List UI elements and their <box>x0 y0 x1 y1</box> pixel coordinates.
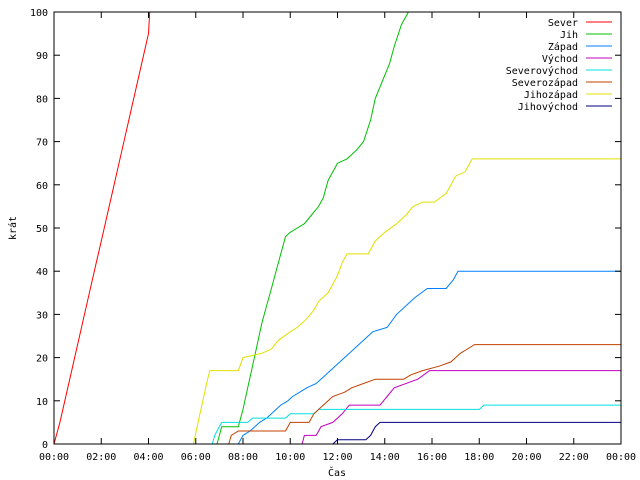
x-tick-label: 22:00 <box>559 452 589 463</box>
legend: SeverJihZápadVýchodSeverovýchodSeverozáp… <box>506 18 612 113</box>
x-tick-label: 00:00 <box>39 452 69 463</box>
y-tick-label: 10 <box>36 397 48 408</box>
x-tick-label: 16:00 <box>417 452 447 463</box>
y-tick-label: 0 <box>42 440 48 451</box>
x-tick-label: 00:00 <box>606 452 636 463</box>
y-tick-label: 80 <box>36 94 48 105</box>
x-tick-label: 04:00 <box>133 452 163 463</box>
series-line-6 <box>54 344 621 445</box>
legend-label: Jihovýchod <box>518 101 578 113</box>
x-tick-label: 14:00 <box>370 452 400 463</box>
legend-label: Sever <box>548 18 578 29</box>
y-tick-label: 70 <box>36 138 48 149</box>
y-tick-label: 50 <box>36 224 48 235</box>
legend-label: Jihozápad <box>524 89 578 101</box>
legend-label: Severozápad <box>512 77 578 89</box>
y-tick-label: 40 <box>36 267 48 278</box>
y-tick-label: 60 <box>36 181 48 192</box>
y-tick-label: 30 <box>36 310 48 321</box>
x-tick-label: 20:00 <box>511 452 541 463</box>
legend-label: Západ <box>548 41 578 53</box>
series-line-5 <box>54 404 621 445</box>
y-tick-label: 20 <box>36 354 48 365</box>
x-tick-label: 12:00 <box>322 452 352 463</box>
series-layer <box>53 11 621 445</box>
x-axis-label: Čas <box>328 466 346 479</box>
series-line-1 <box>53 11 151 445</box>
series-line-7 <box>54 158 621 445</box>
x-tick-label: 02:00 <box>86 452 116 463</box>
y-axis-label: krát <box>7 216 19 240</box>
y-tick-label: 100 <box>30 8 48 19</box>
plot-frame <box>53 11 622 445</box>
x-tick-label: 06:00 <box>181 452 211 463</box>
legend-label: Východ <box>542 53 578 65</box>
y-tick-label: 90 <box>36 51 48 62</box>
legend-label: Jih <box>560 30 578 41</box>
series-line-3 <box>54 270 621 445</box>
series-line-2 <box>54 11 409 445</box>
tick-layer: 0 10 20 30 40 50 60 70 80 90 100 00:00 02:00 04:00 06:… <box>30 8 636 463</box>
x-tick-label: 08:00 <box>228 452 258 463</box>
x-tick-label: 10:00 <box>275 452 305 463</box>
x-tick-label: 18:00 <box>464 452 494 463</box>
legend-label: Severovýchod <box>506 65 578 77</box>
series-line-8 <box>54 421 621 445</box>
